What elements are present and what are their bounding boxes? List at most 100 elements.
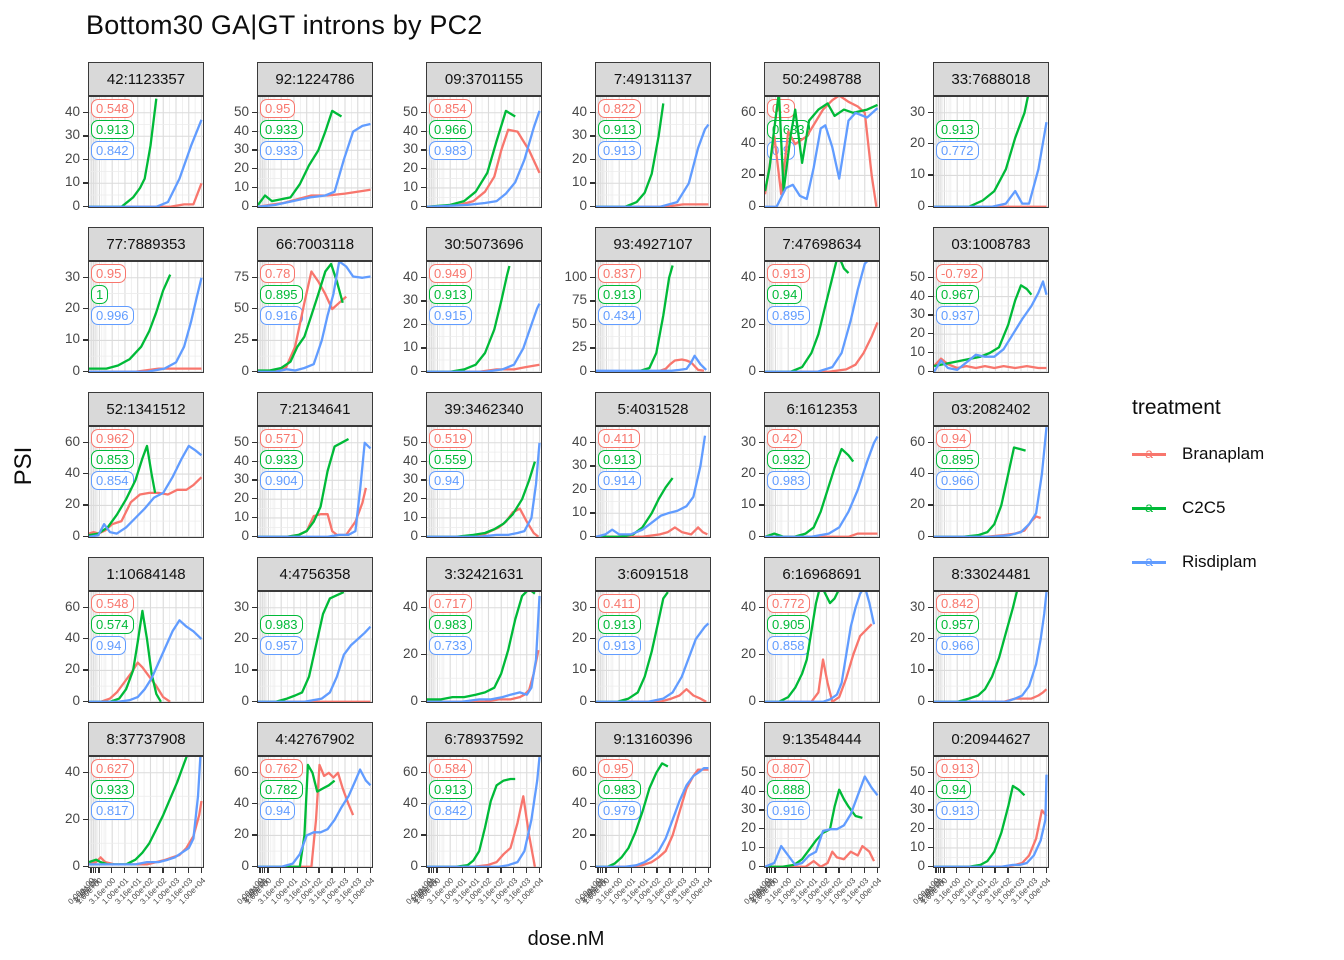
y-tick-mark bbox=[421, 111, 426, 114]
x-tick-mark bbox=[318, 868, 320, 873]
y-tick-label: 0 bbox=[241, 857, 249, 873]
y-tick-mark bbox=[83, 638, 88, 640]
correlation-label-risdiplam: 0.817 bbox=[91, 801, 134, 820]
correlation-label-risdiplam: 0.933 bbox=[260, 141, 303, 160]
y-tick-mark bbox=[928, 205, 933, 208]
y-tick-mark bbox=[590, 638, 595, 640]
y-tick-label: 0 bbox=[241, 527, 249, 543]
correlation-label-branaplam: 0.548 bbox=[91, 594, 134, 613]
correlation-label-risdiplam: 0.895 bbox=[767, 306, 810, 325]
y-tick-mark bbox=[928, 314, 933, 316]
y-tick-label: 20 bbox=[571, 480, 587, 496]
correlation-label-branaplam: 0.95 bbox=[91, 264, 127, 283]
correlation-label-risdiplam: 0.94 bbox=[429, 471, 465, 490]
y-tick-mark bbox=[590, 700, 595, 703]
facet-strip: 93:4927107 bbox=[595, 227, 711, 261]
x-tick-mark bbox=[280, 868, 282, 873]
facet-strip: 42:1123357 bbox=[88, 62, 204, 96]
y-tick-mark bbox=[590, 669, 595, 671]
x-tick-mark bbox=[599, 868, 601, 873]
x-tick-mark bbox=[863, 868, 866, 873]
y-tick-label: 0 bbox=[72, 857, 80, 873]
panel-area: 0.837 0.913 0.434 bbox=[595, 261, 711, 373]
correlation-label-c2c5: 0.933 bbox=[260, 450, 303, 469]
y-tick-mark bbox=[252, 498, 257, 500]
correlation-label-c2c5: 0.966 bbox=[429, 120, 472, 139]
y-tick-label: 50 bbox=[402, 433, 418, 449]
y-tick-mark bbox=[252, 205, 257, 208]
y-tick-mark bbox=[83, 111, 88, 114]
panel-area: 0.78 0.895 0.916 bbox=[257, 261, 373, 373]
y-tick-mark bbox=[590, 276, 595, 279]
y-tick-mark bbox=[421, 479, 426, 481]
y-tick-mark bbox=[759, 174, 764, 176]
x-tick-mark bbox=[935, 868, 937, 873]
y-tick-mark bbox=[252, 441, 257, 444]
correlation-label-risdiplam: 0.957 bbox=[260, 636, 303, 655]
x-tick-mark bbox=[939, 868, 942, 873]
correlation-label-risdiplam: 0.842 bbox=[429, 801, 472, 820]
y-tick-label: 40 bbox=[64, 465, 80, 481]
y-tick-mark bbox=[421, 323, 426, 326]
y-tick-mark bbox=[83, 535, 88, 538]
y-tick-label: 0 bbox=[748, 857, 756, 873]
panel-area: 0.95 0.983 0.979 bbox=[595, 756, 711, 868]
legend-label-c2c5: C2C5 bbox=[1182, 498, 1226, 517]
y-tick-mark bbox=[83, 771, 88, 774]
y-tick-label: 30 bbox=[571, 457, 587, 473]
correlation-label-c2c5: 0.913 bbox=[91, 120, 134, 139]
correlation-label-branaplam: 0.94 bbox=[936, 429, 972, 448]
legend-item-branaplam: a Branaplam bbox=[1132, 444, 1264, 464]
panel-area: 0.95 1 0.996 bbox=[88, 261, 204, 373]
correlation-label-c2c5: 0.932 bbox=[767, 450, 810, 469]
facet-panel: 03:2082402 60 40 20 0 0.94 0.895 0.966 bbox=[893, 392, 1049, 543]
facet-panel: 7:2134641 50 40 30 20 10 0 0.571 0.933 0.904 bbox=[217, 392, 373, 543]
x-tick-mark bbox=[825, 868, 827, 873]
y-tick-mark bbox=[928, 790, 933, 792]
correlation-label-c2c5: 0.933 bbox=[91, 780, 134, 799]
y-tick-mark bbox=[590, 465, 595, 467]
y-tick-label: 50 bbox=[740, 763, 756, 779]
correlation-label-branaplam: 0.762 bbox=[260, 759, 303, 778]
facet-panel: 42:1123357 40 30 20 10 0 0.548 0.913 0.842 bbox=[48, 62, 204, 213]
y-tick-mark bbox=[590, 488, 595, 491]
correlation-label-c2c5: 0.913 bbox=[598, 615, 641, 634]
y-tick-mark bbox=[759, 535, 764, 538]
facet-panel: 52:1341512 60 40 20 0 0.962 0.853 0.854 bbox=[48, 392, 204, 543]
panel-area: 0.411 0.913 0.914 bbox=[595, 426, 711, 538]
correlation-label-c2c5: 0.559 bbox=[429, 450, 472, 469]
panel-area: -0.792 0.967 0.937 bbox=[933, 261, 1049, 373]
y-tick-mark bbox=[252, 516, 257, 519]
y-tick-mark bbox=[928, 276, 933, 279]
facet-strip: 6:78937592 bbox=[426, 722, 542, 756]
y-tick-mark bbox=[83, 669, 88, 671]
y-tick-label: 20 bbox=[571, 630, 587, 646]
x-tick-mark bbox=[187, 868, 190, 873]
y-tick-label: 50 bbox=[909, 763, 925, 779]
y-tick-mark bbox=[421, 168, 426, 170]
y-tick-label: 40 bbox=[571, 103, 587, 119]
y-tick-mark bbox=[83, 276, 88, 279]
correlation-label-risdiplam: 0.916 bbox=[767, 801, 810, 820]
y-tick-mark bbox=[83, 308, 88, 310]
y-tick-label: 0 bbox=[72, 362, 80, 378]
x-tick-mark bbox=[694, 868, 697, 873]
y-tick-mark bbox=[759, 323, 764, 326]
correlation-label-c2c5: 0.94 bbox=[767, 285, 803, 304]
facet-strip: 4:4756358 bbox=[257, 557, 373, 591]
panel-area: 0.627 0.933 0.817 bbox=[88, 756, 204, 868]
y-tick-label: 20 bbox=[740, 645, 756, 661]
correlation-label-c2c5: 0.633 bbox=[767, 120, 810, 139]
correlation-label-branaplam: 0.411 bbox=[598, 594, 640, 613]
y-tick-mark bbox=[590, 865, 595, 868]
y-tick-label: 40 bbox=[64, 763, 80, 779]
y-tick-label: 20 bbox=[402, 490, 418, 506]
facet-panel: 92:1224786 50 40 30 20 10 0 0.95 0.933 0.933 bbox=[217, 62, 373, 213]
correlation-label-branaplam: 0.822 bbox=[598, 99, 641, 118]
panel-area: 0.762 0.782 0.94 bbox=[257, 756, 373, 868]
panel-area: 0.717 0.983 0.733 bbox=[426, 591, 542, 703]
y-tick-mark bbox=[928, 504, 933, 506]
y-tick-mark bbox=[421, 205, 426, 208]
y-tick-mark bbox=[759, 771, 764, 774]
